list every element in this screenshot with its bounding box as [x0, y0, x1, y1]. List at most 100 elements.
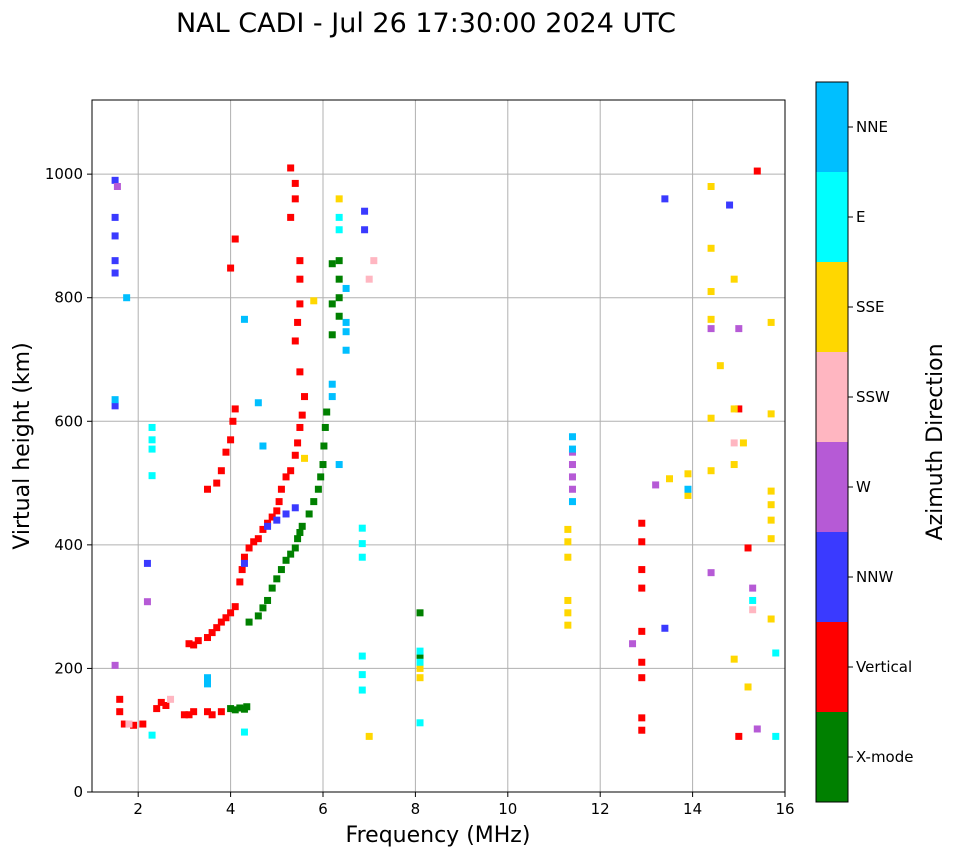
data-point	[629, 640, 637, 648]
data-point	[227, 705, 235, 713]
data-point	[416, 664, 424, 672]
y-tick-label: 400	[54, 536, 83, 554]
data-point	[638, 584, 646, 592]
data-point	[111, 257, 119, 265]
data-point	[342, 284, 350, 292]
data-point	[707, 183, 715, 190]
data-point	[638, 726, 646, 734]
data-point	[342, 318, 350, 326]
data-marks	[111, 164, 780, 740]
data-point	[148, 731, 156, 739]
x-tick-label: 6	[318, 800, 328, 818]
colorbar-label: W	[856, 478, 871, 496]
series-nnw	[111, 176, 734, 632]
colorbar-segment	[816, 532, 848, 622]
data-point	[638, 519, 646, 527]
colorbar-label: SSE	[856, 298, 885, 316]
data-point	[358, 524, 366, 532]
data-point	[298, 411, 306, 419]
data-point	[416, 674, 424, 682]
data-point	[416, 658, 424, 666]
data-point	[153, 705, 161, 713]
data-point	[291, 504, 299, 512]
y-tick-label: 1000	[45, 165, 83, 183]
data-point	[335, 195, 343, 203]
data-point	[254, 399, 262, 407]
data-point	[287, 550, 295, 558]
data-point	[568, 473, 576, 481]
gridlines	[92, 100, 785, 792]
x-axis-label: Frequency (MHz)	[346, 823, 531, 848]
data-point	[328, 393, 336, 401]
data-point	[739, 439, 747, 447]
data-point	[113, 183, 121, 190]
data-point	[282, 556, 290, 564]
data-point	[245, 544, 253, 552]
data-point	[238, 566, 246, 574]
data-point	[125, 720, 133, 728]
data-point	[231, 405, 239, 413]
data-point	[273, 507, 281, 515]
data-point	[264, 522, 272, 530]
data-point	[231, 603, 239, 611]
data-point	[294, 439, 302, 447]
data-point	[321, 423, 329, 431]
data-point	[323, 408, 331, 416]
colorbar-segment	[816, 442, 848, 532]
data-point	[767, 535, 775, 543]
data-point	[707, 325, 715, 333]
data-point	[744, 683, 752, 691]
data-point	[301, 454, 309, 462]
data-point	[282, 473, 290, 481]
data-point	[638, 714, 646, 722]
data-point	[143, 559, 151, 567]
colorbar-title: Azimuth Direction	[923, 343, 948, 540]
data-point	[730, 439, 738, 447]
data-point	[638, 674, 646, 682]
data-point	[564, 538, 572, 546]
data-point	[111, 232, 119, 240]
data-point	[294, 318, 302, 326]
data-point	[227, 264, 235, 272]
data-point	[730, 405, 738, 413]
data-point	[277, 485, 285, 493]
data-point	[185, 640, 193, 648]
data-point	[319, 461, 327, 469]
data-point	[268, 513, 276, 521]
data-point	[194, 637, 202, 645]
data-point	[111, 213, 119, 221]
data-point	[730, 655, 738, 663]
data-point	[204, 634, 211, 642]
y-axis-label: Virtual height (km)	[10, 342, 35, 549]
data-point	[143, 598, 151, 606]
series-vertical	[116, 164, 761, 740]
colorbar-segment	[816, 82, 848, 172]
data-point	[236, 704, 244, 712]
data-point	[287, 213, 295, 221]
plot-area	[91, 99, 786, 793]
axis-ticks: 2 4 6 8 10 12 14 16 0 200 400 600 800 1000	[45, 165, 795, 818]
data-point	[111, 176, 119, 184]
data-point	[250, 538, 258, 546]
data-point	[661, 195, 669, 203]
y-tick-label: 600	[54, 412, 83, 430]
colorbar-label: NNW	[856, 568, 893, 586]
data-point	[652, 481, 660, 489]
data-point	[254, 612, 262, 620]
data-point	[335, 275, 343, 283]
colorbar-label: NNE	[856, 118, 888, 136]
data-point	[287, 467, 295, 475]
data-point	[167, 695, 175, 703]
data-point	[767, 410, 775, 418]
data-point	[222, 614, 230, 622]
data-point	[707, 569, 715, 577]
data-point	[296, 529, 304, 536]
data-point	[358, 686, 366, 694]
data-point	[342, 328, 350, 336]
data-point	[568, 461, 576, 469]
data-point	[749, 606, 757, 614]
data-point	[148, 472, 156, 480]
data-point	[416, 609, 424, 617]
data-point	[735, 732, 743, 740]
